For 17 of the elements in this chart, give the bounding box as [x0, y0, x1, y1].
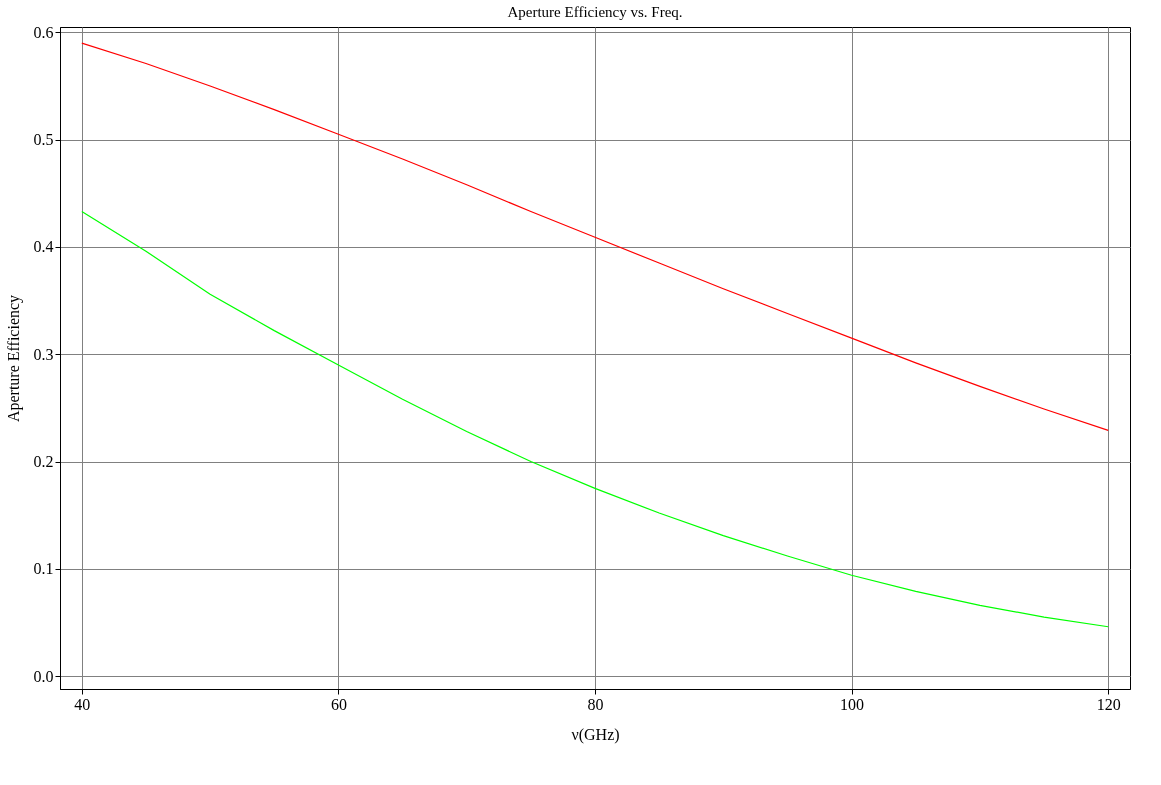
x-tick-label: 80 [587, 695, 604, 713]
y-tick-label: 0.2 [33, 453, 54, 471]
y-tick-label: 0.3 [33, 345, 54, 363]
y-tick-label: 0.0 [33, 667, 54, 685]
x-tick-label: 100 [840, 695, 865, 713]
y-tick-label: 0.5 [33, 131, 54, 149]
y-tick-label: 0.4 [33, 238, 54, 256]
chart-title: Aperture Efficiency vs. Freq. [507, 4, 683, 21]
line-series [81, 210, 1109, 628]
x-tick-label: 60 [330, 695, 347, 713]
x-tick-label: 40 [74, 695, 91, 713]
line-series [81, 42, 1109, 432]
x-axis-title: ν(GHz) [571, 725, 620, 744]
y-tick-label: 0.1 [33, 560, 54, 578]
y-axis-title: Aperture Efficiency [4, 294, 23, 423]
x-tick-label: 120 [1096, 695, 1121, 713]
y-tick-label: 0.6 [33, 23, 54, 41]
